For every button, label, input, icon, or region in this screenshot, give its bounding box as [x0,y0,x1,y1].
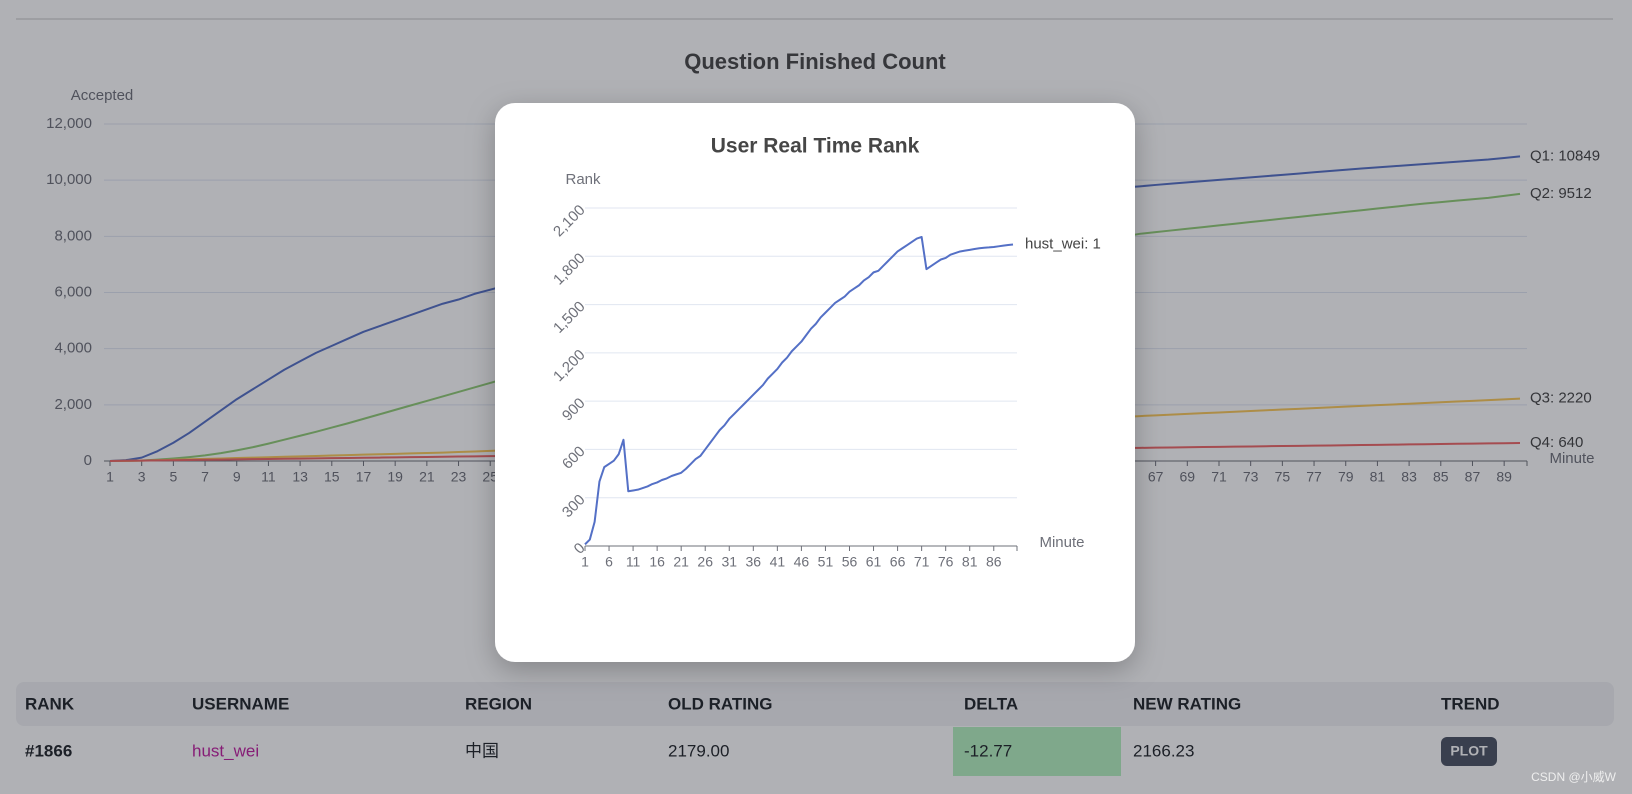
table-cell: 2179.00 [668,741,729,760]
y-tick-label: 6,000 [54,283,92,300]
column-header: NEW RATING [1133,694,1241,713]
x-tick-label: 11 [261,469,276,485]
series-end-label: Q2: 9512 [1530,185,1592,202]
modal: User Real Time RankRankMinute03006009001… [495,103,1135,662]
x-tick-label: 76 [938,554,954,570]
x-tick-label: 75 [1275,469,1291,485]
y-tick-label: 10,000 [46,171,92,188]
y-axis-name: Accepted [71,87,134,104]
plot-button[interactable] [1441,737,1497,766]
x-tick-label: 11 [626,554,641,570]
delta-cell-bg [953,727,1121,776]
column-header: DELTA [964,694,1018,713]
x-tick-label: 1 [581,554,589,570]
x-tick-label: 87 [1465,469,1481,485]
x-tick-label: 1 [106,469,114,485]
x-tick-label: 13 [292,469,308,485]
x-tick-label: 73 [1243,469,1259,485]
table-cell: 2166.23 [1133,741,1194,760]
x-tick-label: 41 [770,554,786,570]
x-tick-label: 86 [986,554,1002,570]
x-tick-label: 56 [842,554,858,570]
x-tick-label: 19 [387,469,403,485]
x-tick-label: 61 [866,554,882,570]
x-tick-label: 21 [673,554,689,570]
x-tick-label: 31 [721,554,737,570]
x-tick-label: 85 [1433,469,1449,485]
username-link[interactable]: hust_wei [192,741,259,760]
x-tick-label: 17 [356,469,372,485]
column-header: USERNAME [192,694,289,713]
x-tick-label: 66 [890,554,906,570]
x-tick-label: 81 [962,554,978,570]
x-tick-label: 21 [419,469,435,485]
x-tick-label: 6 [605,554,613,570]
series-end-label: Q3: 2220 [1530,390,1592,407]
table-header-bg [16,682,1614,726]
x-tick-label: 23 [451,469,467,485]
modal-card [495,103,1135,662]
column-header: REGION [465,694,532,713]
x-tick-label: 77 [1306,469,1322,485]
x-tick-label: 16 [649,554,665,570]
chart-title: User Real Time Rank [711,135,920,158]
series-end-label: hust_wei: 1 [1025,236,1101,253]
x-tick-label: 25 [482,469,498,485]
x-tick-label: 46 [794,554,810,570]
x-tick-label: 7 [201,469,209,485]
column-header: OLD RATING [668,694,773,713]
x-tick-label: 71 [1211,469,1227,485]
x-tick-label: 51 [818,554,834,570]
x-tick-label: 69 [1180,469,1196,485]
y-tick-label: 4,000 [54,340,92,357]
y-tick-label: 0 [84,452,92,469]
x-tick-label: 5 [169,469,177,485]
plot-button-label[interactable]: PLOT [1450,743,1488,759]
x-tick-label: 9 [233,469,241,485]
table-cell: -12.77 [964,741,1012,760]
x-tick-label: 3 [138,469,146,485]
column-header: TREND [1441,694,1500,713]
chart-title: Question Finished Count [684,49,946,74]
x-tick-label: 71 [914,554,930,570]
table-cell: 中国 [465,741,499,760]
y-tick-label: 12,000 [46,115,92,132]
series-end-label: Q4: 640 [1530,434,1583,451]
x-tick-label: 67 [1148,469,1164,485]
x-tick-label: 15 [324,469,340,485]
column-header: RANK [25,694,75,713]
x-tick-label: 89 [1496,469,1512,485]
table-cell: #1866 [25,741,72,760]
series-line [584,235,1014,546]
x-tick-label: 26 [697,554,713,570]
x-axis-name: Minute [1549,450,1594,467]
watermark: CSDN @小威W [1531,770,1617,784]
y-tick-label: 8,000 [54,227,92,244]
x-tick-label: 83 [1401,469,1417,485]
y-axis-name: Rank [565,171,601,188]
y-tick-label: 2,000 [54,396,92,413]
table: RANK USERNAME REGION OLD RATING DELTA NEW RAT… [16,682,1614,776]
series-end-label: Q1: 10849 [1530,147,1600,164]
table-row-bg [16,726,1614,776]
x-tick-label: 79 [1338,469,1354,485]
x-tick-label: 81 [1370,469,1386,485]
x-tick-label: 36 [746,554,762,570]
x-axis-name: Minute [1039,534,1084,551]
